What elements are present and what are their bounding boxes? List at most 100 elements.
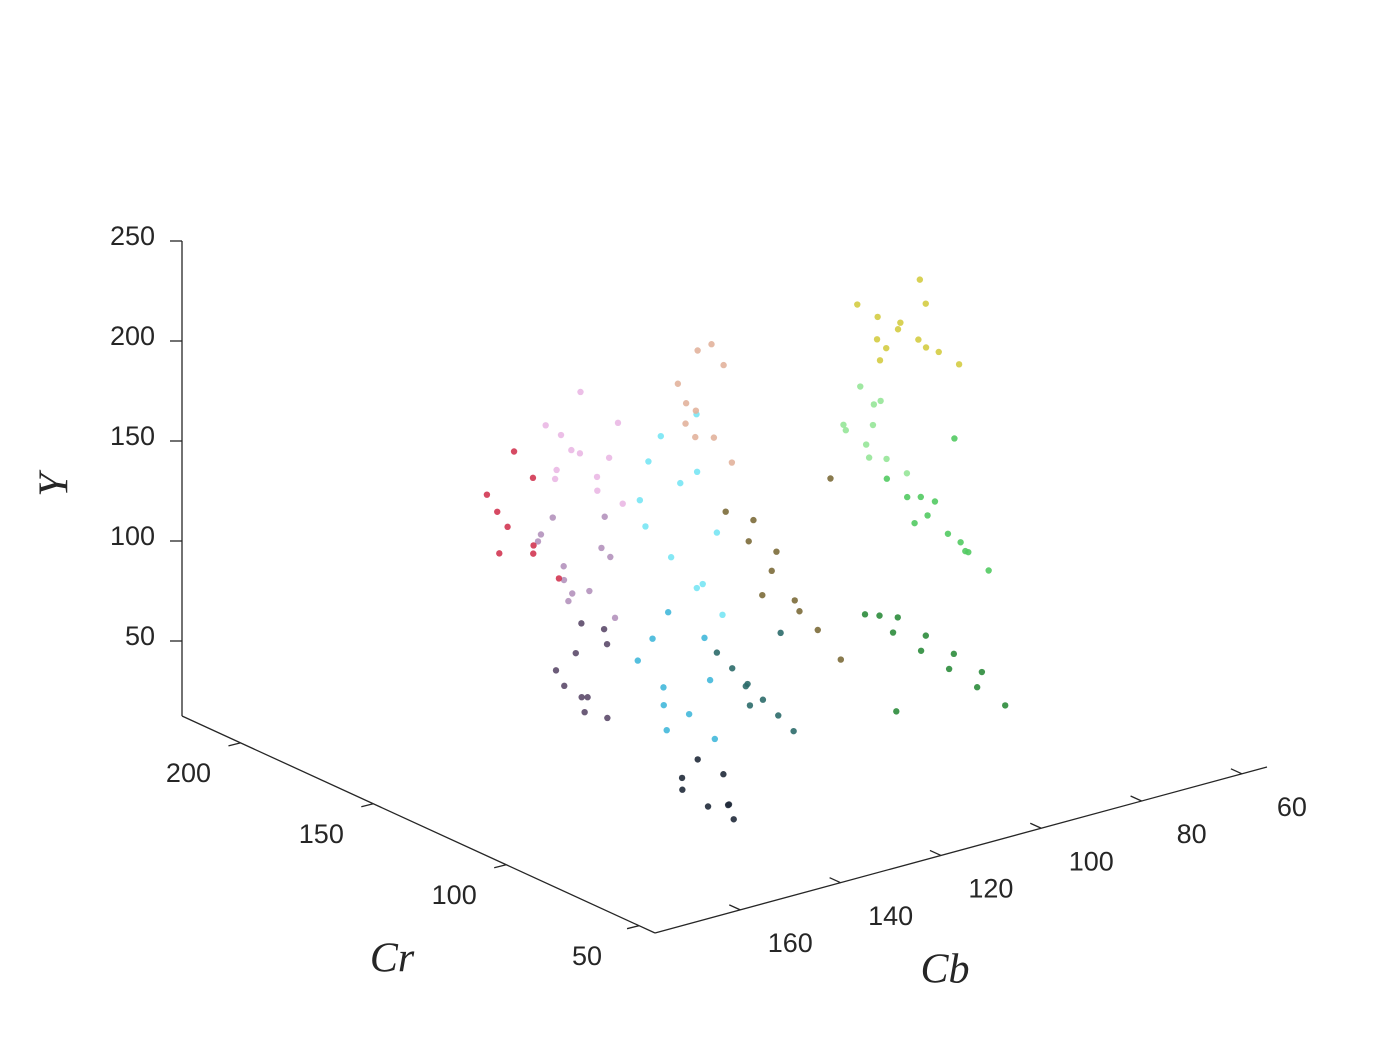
point bbox=[870, 401, 878, 408]
axes bbox=[181, 241, 1268, 934]
point bbox=[837, 656, 844, 663]
point bbox=[557, 431, 565, 439]
point bbox=[694, 347, 701, 354]
point bbox=[750, 516, 757, 524]
point bbox=[857, 383, 864, 390]
point bbox=[604, 714, 611, 722]
point bbox=[1001, 702, 1009, 709]
point bbox=[903, 470, 911, 477]
x-tick-mark bbox=[1130, 795, 1142, 802]
point bbox=[553, 466, 560, 474]
point bbox=[759, 696, 767, 703]
point bbox=[657, 432, 665, 440]
y-tick-mark bbox=[626, 925, 640, 930]
point bbox=[614, 419, 622, 427]
point bbox=[530, 542, 537, 549]
point bbox=[679, 786, 686, 793]
z-tick-label: 150 bbox=[110, 421, 155, 451]
x-tick-mark bbox=[829, 877, 841, 884]
point bbox=[945, 665, 953, 673]
point bbox=[894, 326, 902, 333]
x-tick-mark bbox=[729, 904, 741, 911]
point bbox=[924, 512, 931, 519]
point bbox=[699, 580, 706, 588]
point bbox=[978, 668, 986, 676]
x-tick-label: 60 bbox=[1277, 792, 1307, 822]
point bbox=[663, 726, 670, 734]
point bbox=[873, 336, 881, 343]
point bbox=[552, 667, 560, 674]
point bbox=[607, 553, 614, 561]
point bbox=[985, 567, 992, 574]
z-axis-label: Y bbox=[32, 469, 78, 497]
point bbox=[645, 458, 652, 465]
point bbox=[883, 344, 890, 352]
point bbox=[483, 491, 491, 498]
point bbox=[791, 597, 798, 604]
point bbox=[720, 771, 727, 778]
y-tick-label: 200 bbox=[166, 758, 211, 788]
point bbox=[561, 682, 568, 690]
x-tick-label: 160 bbox=[768, 928, 813, 958]
point bbox=[931, 498, 939, 505]
point bbox=[950, 650, 958, 658]
point bbox=[537, 531, 545, 538]
point bbox=[876, 357, 884, 364]
y-tick-mark bbox=[494, 864, 507, 869]
point bbox=[504, 523, 511, 531]
point bbox=[601, 513, 608, 520]
points bbox=[483, 276, 1009, 823]
point bbox=[593, 473, 601, 481]
y-tick-label: 150 bbox=[299, 819, 344, 849]
point bbox=[862, 441, 870, 448]
point bbox=[555, 575, 563, 582]
point bbox=[581, 708, 588, 716]
point bbox=[674, 380, 682, 387]
point bbox=[693, 468, 701, 476]
point bbox=[701, 634, 708, 642]
x-tick-mark bbox=[1230, 768, 1243, 775]
point bbox=[883, 475, 891, 482]
point bbox=[876, 612, 883, 619]
point bbox=[955, 361, 963, 368]
point bbox=[494, 508, 501, 515]
point bbox=[904, 493, 911, 501]
point bbox=[576, 450, 584, 457]
point bbox=[720, 361, 727, 369]
point bbox=[693, 584, 701, 592]
y-tick-label: 50 bbox=[572, 941, 602, 971]
point bbox=[711, 735, 719, 743]
point bbox=[708, 341, 715, 348]
point bbox=[922, 344, 930, 351]
point bbox=[578, 693, 585, 701]
point bbox=[915, 336, 922, 343]
y-tick-label: 100 bbox=[432, 880, 477, 910]
point bbox=[911, 519, 918, 527]
point bbox=[893, 708, 900, 715]
z-tick-label: 200 bbox=[110, 321, 155, 351]
point bbox=[584, 694, 591, 701]
point bbox=[713, 649, 721, 656]
point bbox=[578, 620, 585, 627]
point bbox=[677, 479, 684, 487]
point bbox=[729, 665, 736, 672]
point bbox=[605, 454, 613, 461]
point bbox=[534, 538, 542, 545]
ticks: 60 80 100 120 140 160 50 100 150 200 50 100 150 200 25… bbox=[110, 221, 1307, 971]
z-tick-label: 250 bbox=[110, 221, 155, 251]
point bbox=[973, 684, 981, 691]
point bbox=[634, 657, 641, 664]
point bbox=[842, 427, 850, 434]
point bbox=[796, 608, 803, 615]
point bbox=[549, 514, 556, 521]
x-tick-mark bbox=[1029, 822, 1042, 829]
point bbox=[897, 319, 904, 326]
point bbox=[722, 508, 729, 515]
point bbox=[551, 475, 559, 483]
point bbox=[944, 530, 952, 537]
point bbox=[883, 455, 890, 463]
point bbox=[745, 538, 752, 545]
point bbox=[510, 448, 518, 455]
point bbox=[678, 774, 686, 782]
cr-axis-line bbox=[181, 715, 656, 934]
